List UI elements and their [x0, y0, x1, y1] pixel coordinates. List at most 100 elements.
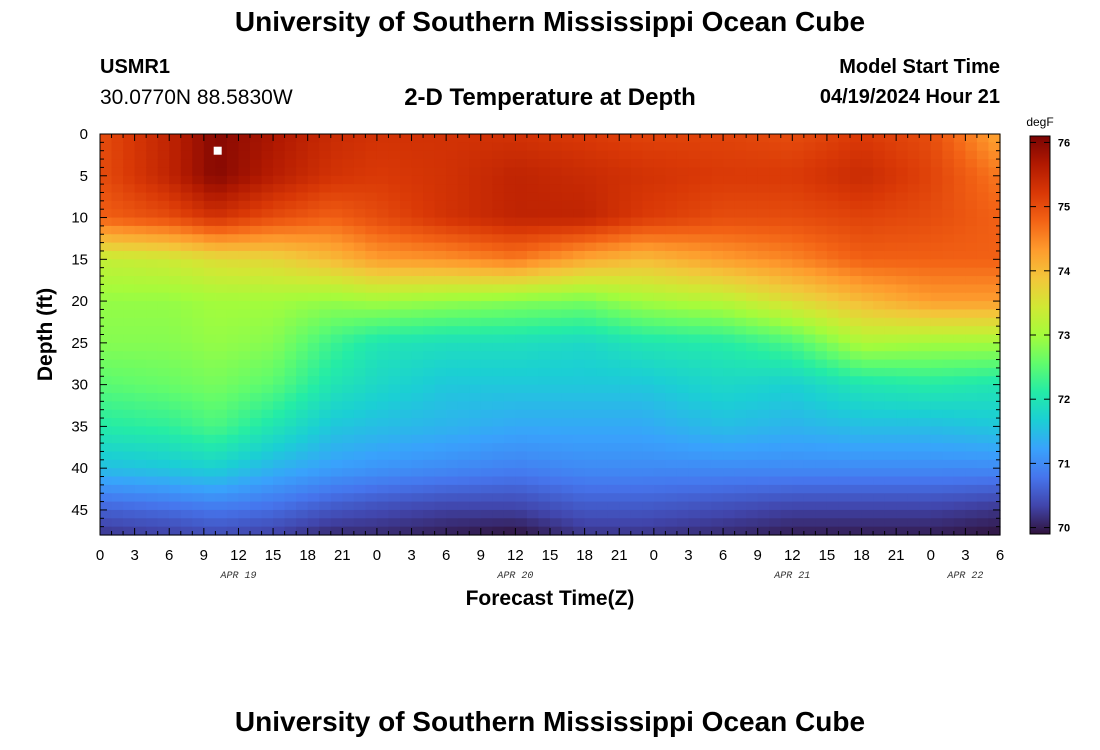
- y-tick-label: 5: [80, 168, 88, 185]
- heatmap-cell: [688, 476, 701, 486]
- heatmap-cell: [573, 468, 586, 478]
- heatmap-cell: [826, 418, 840, 427]
- heatmap-cell: [330, 443, 343, 453]
- heatmap-cell: [400, 200, 413, 210]
- heatmap-cell: [873, 501, 886, 511]
- heatmap-cell: [815, 459, 828, 469]
- station-id: USMR1: [100, 56, 171, 78]
- heatmap-cell: [307, 134, 320, 143]
- heatmap-cell: [573, 518, 586, 528]
- heatmap-cell: [434, 367, 447, 377]
- heatmap-cell: [792, 276, 805, 285]
- heatmap-cell: [180, 443, 193, 453]
- heatmap-cell: [250, 259, 263, 269]
- heatmap-cell: [676, 184, 690, 194]
- heatmap-cell: [330, 317, 343, 327]
- heatmap-cell: [423, 242, 436, 252]
- heatmap-cell: [573, 418, 586, 427]
- heatmap-cell: [226, 418, 240, 427]
- heatmap-cell: [630, 192, 643, 202]
- heatmap-cell: [365, 317, 378, 327]
- heatmap-cell: [192, 259, 205, 269]
- heatmap-cell: [526, 484, 540, 494]
- heatmap-cell: [584, 317, 597, 327]
- heatmap-cell: [757, 367, 770, 377]
- heatmap-cell: [573, 200, 586, 210]
- heatmap-cell: [226, 376, 240, 386]
- heatmap-cell: [734, 468, 747, 478]
- heatmap-cell: [353, 209, 366, 219]
- heatmap-cell: [584, 209, 597, 219]
- heatmap-cell: [515, 367, 528, 377]
- heatmap-cell: [561, 192, 574, 202]
- heatmap-cell: [884, 175, 897, 185]
- heatmap-cell: [734, 334, 747, 344]
- heatmap-cell: [100, 443, 113, 453]
- heatmap-cell: [250, 484, 263, 494]
- heatmap-cell: [953, 250, 966, 260]
- heatmap-cell: [769, 142, 782, 152]
- heatmap-cell: [515, 526, 528, 536]
- heatmap-cell: [192, 276, 205, 285]
- heatmap-cell: [469, 234, 482, 244]
- heatmap-cell: [803, 250, 816, 260]
- heatmap-cell: [653, 225, 666, 235]
- heatmap-cell: [607, 509, 620, 519]
- heatmap-cell: [469, 334, 482, 344]
- heatmap-cell: [446, 418, 459, 427]
- heatmap-cell: [884, 134, 897, 143]
- heatmap-cell: [642, 426, 655, 436]
- heatmap-cell: [976, 443, 990, 453]
- heatmap-cell: [342, 376, 355, 386]
- heatmap-cell: [203, 476, 216, 486]
- heatmap-cell: [388, 518, 401, 528]
- heatmap-cell: [307, 200, 320, 210]
- heatmap-cell: [630, 184, 643, 194]
- heatmap-cell: [203, 175, 216, 185]
- heatmap-cell: [180, 342, 193, 352]
- heatmap-cell: [434, 292, 447, 302]
- heatmap-cell: [296, 200, 309, 210]
- heatmap-cell: [238, 334, 251, 344]
- heatmap-cell: [273, 175, 286, 185]
- heatmap-cell: [353, 134, 366, 143]
- heatmap-cell: [446, 376, 459, 386]
- heatmap-cell: [157, 484, 170, 494]
- heatmap-cell: [134, 501, 147, 511]
- heatmap-cell: [376, 184, 390, 194]
- heatmap-cell: [100, 225, 113, 235]
- heatmap-cell: [665, 301, 678, 311]
- heatmap-cell: [607, 484, 620, 494]
- heatmap-cell: [550, 468, 563, 478]
- heatmap-cell: [746, 501, 759, 511]
- heatmap-cell: [873, 276, 886, 285]
- heatmap-cell: [480, 367, 493, 377]
- heatmap-cell: [746, 459, 759, 469]
- heatmap-cell: [469, 351, 482, 361]
- heatmap-cell: [538, 276, 551, 285]
- heatmap-cell: [238, 301, 251, 311]
- heatmap-cell: [780, 217, 793, 227]
- heatmap-cell: [596, 476, 609, 486]
- heatmap-cell: [526, 184, 540, 194]
- heatmap-cell: [319, 401, 332, 411]
- heatmap-cell: [296, 459, 309, 469]
- heatmap-cell: [157, 175, 170, 185]
- heatmap-cell: [157, 284, 170, 294]
- heatmap-cell: [584, 401, 597, 411]
- heatmap-cell: [434, 284, 447, 294]
- heatmap-cell: [226, 175, 240, 185]
- heatmap-cell: [907, 326, 920, 336]
- heatmap-cell: [930, 418, 943, 427]
- heatmap-cell: [261, 434, 274, 444]
- heatmap-cell: [653, 159, 666, 169]
- heatmap-cell: [342, 484, 355, 494]
- heatmap-cell: [665, 501, 678, 511]
- heatmap-cell: [642, 192, 655, 202]
- heatmap-cell: [653, 434, 666, 444]
- heatmap-cell: [538, 259, 551, 269]
- heatmap-cell: [850, 309, 863, 319]
- heatmap-cell: [976, 150, 990, 160]
- heatmap-cell: [584, 509, 597, 519]
- heatmap-cell: [688, 242, 701, 252]
